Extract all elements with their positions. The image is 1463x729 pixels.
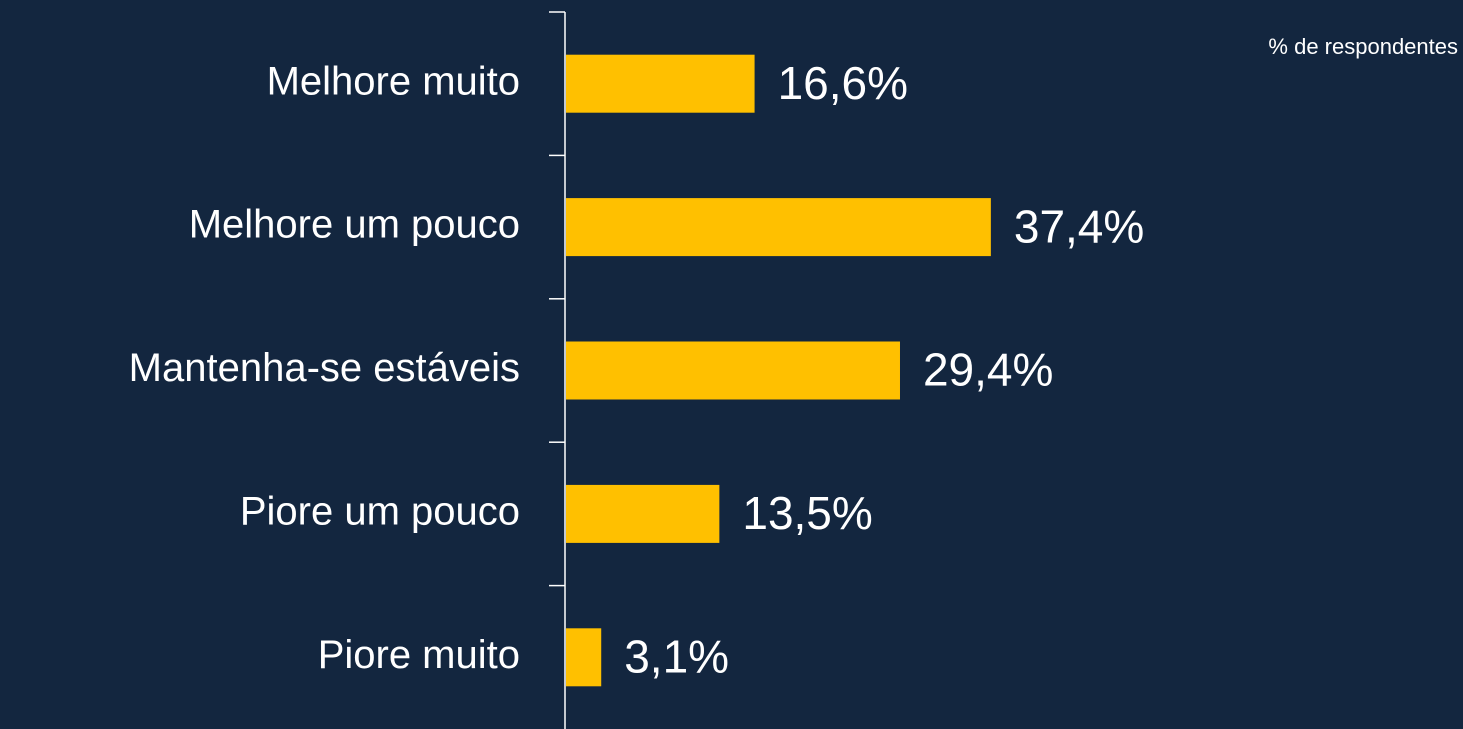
value-label: 3,1%	[624, 630, 729, 682]
bar	[566, 341, 900, 400]
value-label: 29,4%	[923, 344, 1053, 396]
category-label: Piore um pouco	[240, 489, 520, 533]
category-label: Melhore muito	[267, 59, 520, 103]
category-label: Piore muito	[318, 633, 520, 677]
value-label: 37,4%	[1014, 200, 1144, 252]
value-label: 16,6%	[778, 57, 908, 109]
category-label: Melhore um pouco	[189, 203, 520, 247]
category-label: Mantenha-se estáveis	[129, 346, 520, 390]
bar	[566, 484, 720, 543]
value-label: 13,5%	[742, 487, 872, 539]
bar	[566, 198, 991, 257]
annotation: % de respondentes	[1268, 34, 1458, 59]
bar	[566, 628, 602, 687]
bar	[566, 54, 755, 113]
